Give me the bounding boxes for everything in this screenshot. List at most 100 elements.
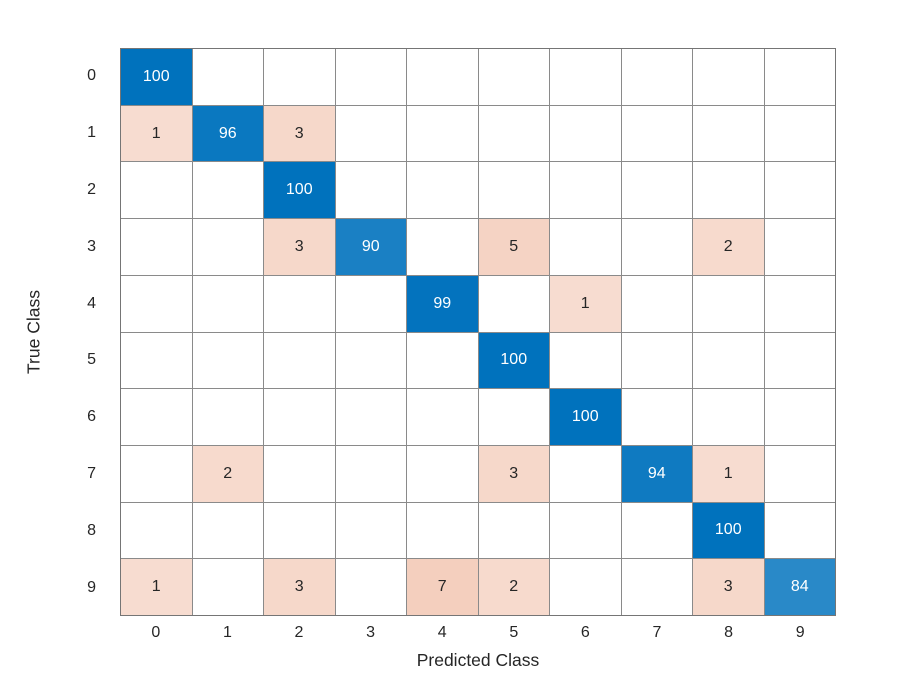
matrix-cell (693, 332, 764, 389)
matrix-cell (764, 275, 835, 332)
matrix-cell (407, 219, 478, 275)
matrix-cell (192, 389, 263, 445)
x-tick-label: 2 (294, 624, 304, 641)
matrix-cell: 100 (264, 162, 335, 219)
matrix-cell (693, 389, 764, 445)
matrix-cell: 3 (264, 559, 335, 615)
matrix-cell (693, 275, 764, 332)
matrix-cell (121, 502, 192, 559)
matrix-cell (335, 275, 406, 332)
matrix-cell (550, 49, 621, 105)
x-tick-label: 3 (366, 624, 376, 641)
matrix-cell (693, 105, 764, 162)
matrix-cell (550, 502, 621, 559)
matrix-cell (121, 275, 192, 332)
matrix-cell (264, 445, 335, 502)
x-tick-label: 4 (437, 624, 447, 641)
matrix-cell: 3 (693, 559, 764, 615)
matrix-cell (407, 162, 478, 219)
matrix-cell (764, 162, 835, 219)
matrix-cell (764, 219, 835, 275)
matrix-cell (121, 162, 192, 219)
matrix-cell (192, 49, 263, 105)
matrix-cell (407, 105, 478, 162)
y-tick-label: 2 (87, 180, 96, 198)
matrix-cell: 2 (693, 219, 764, 275)
matrix-cell (550, 162, 621, 219)
matrix-cell (621, 162, 692, 219)
matrix-cell (764, 49, 835, 105)
matrix-cell: 7 (407, 559, 478, 615)
matrix-cell (335, 49, 406, 105)
matrix-cell (121, 389, 192, 445)
x-tick-label: 5 (509, 624, 519, 641)
y-tick-label: 5 (87, 351, 96, 369)
matrix-cell: 84 (764, 559, 835, 615)
matrix-cell (764, 105, 835, 162)
matrix-cell (335, 332, 406, 389)
x-tick-label: 9 (795, 624, 805, 641)
matrix-cell: 96 (192, 105, 263, 162)
matrix-cell (621, 332, 692, 389)
y-tick-label: 4 (87, 294, 96, 312)
x-axis-ticks: 0 1 2 3 4 5 6 7 8 9 (120, 618, 836, 648)
y-tick-label: 6 (87, 408, 96, 426)
x-tick-label: 0 (151, 624, 161, 641)
matrix-cell (121, 219, 192, 275)
x-tick-label: 8 (724, 624, 733, 641)
matrix-cell (335, 105, 406, 162)
matrix-cell: 100 (478, 332, 549, 389)
matrix-cell (478, 502, 549, 559)
y-tick-label: 9 (87, 578, 96, 596)
matrix-cell: 1 (550, 275, 621, 332)
matrix-cell (264, 389, 335, 445)
matrix-cell: 1 (693, 445, 764, 502)
matrix-cell (550, 219, 621, 275)
matrix-cell (121, 445, 192, 502)
plot-area: 100 1 96 3 100 3 90 5 2 99 1 100 100 2 3 94 1 100 1 3 7 2 3 84 (120, 48, 836, 616)
matrix-cell (550, 559, 621, 615)
matrix-cell (621, 275, 692, 332)
matrix-cell (550, 445, 621, 502)
matrix-cell: 90 (335, 219, 406, 275)
matrix-cell (335, 389, 406, 445)
matrix-cell (335, 502, 406, 559)
matrix-cell (550, 332, 621, 389)
matrix-cell: 100 (550, 389, 621, 445)
matrix-cell (621, 389, 692, 445)
matrix-cell: 2 (192, 445, 263, 502)
x-tick-label: 6 (580, 624, 590, 641)
matrix-cell: 2 (478, 559, 549, 615)
matrix-cell (621, 219, 692, 275)
matrix-cell (335, 559, 406, 615)
matrix-cell (478, 162, 549, 219)
matrix-cell (264, 332, 335, 389)
matrix-cell (407, 49, 478, 105)
matrix-cell (693, 49, 764, 105)
matrix-cell (621, 502, 692, 559)
matrix-cell: 100 (121, 49, 192, 105)
matrix-cell (621, 49, 692, 105)
y-axis-ticks: 0 1 2 3 4 5 6 7 8 9 (0, 48, 110, 616)
matrix-cell (192, 162, 263, 219)
matrix-cell (264, 502, 335, 559)
matrix-cell (621, 559, 692, 615)
matrix-cell: 3 (478, 445, 549, 502)
matrix-cell (192, 332, 263, 389)
matrix-cell: 3 (264, 105, 335, 162)
y-tick-label: 7 (87, 464, 96, 482)
matrix-cell: 5 (478, 219, 549, 275)
matrix-cell (478, 105, 549, 162)
matrix-cell (407, 332, 478, 389)
matrix-cell (407, 445, 478, 502)
matrix-cell: 94 (621, 445, 692, 502)
matrix-cell (121, 332, 192, 389)
x-axis-label: Predicted Class (416, 650, 540, 670)
y-tick-label: 0 (87, 67, 96, 85)
matrix-cell (764, 389, 835, 445)
matrix-cell: 100 (693, 502, 764, 559)
matrix-cell (335, 162, 406, 219)
matrix-cell (764, 502, 835, 559)
matrix-cell (621, 105, 692, 162)
